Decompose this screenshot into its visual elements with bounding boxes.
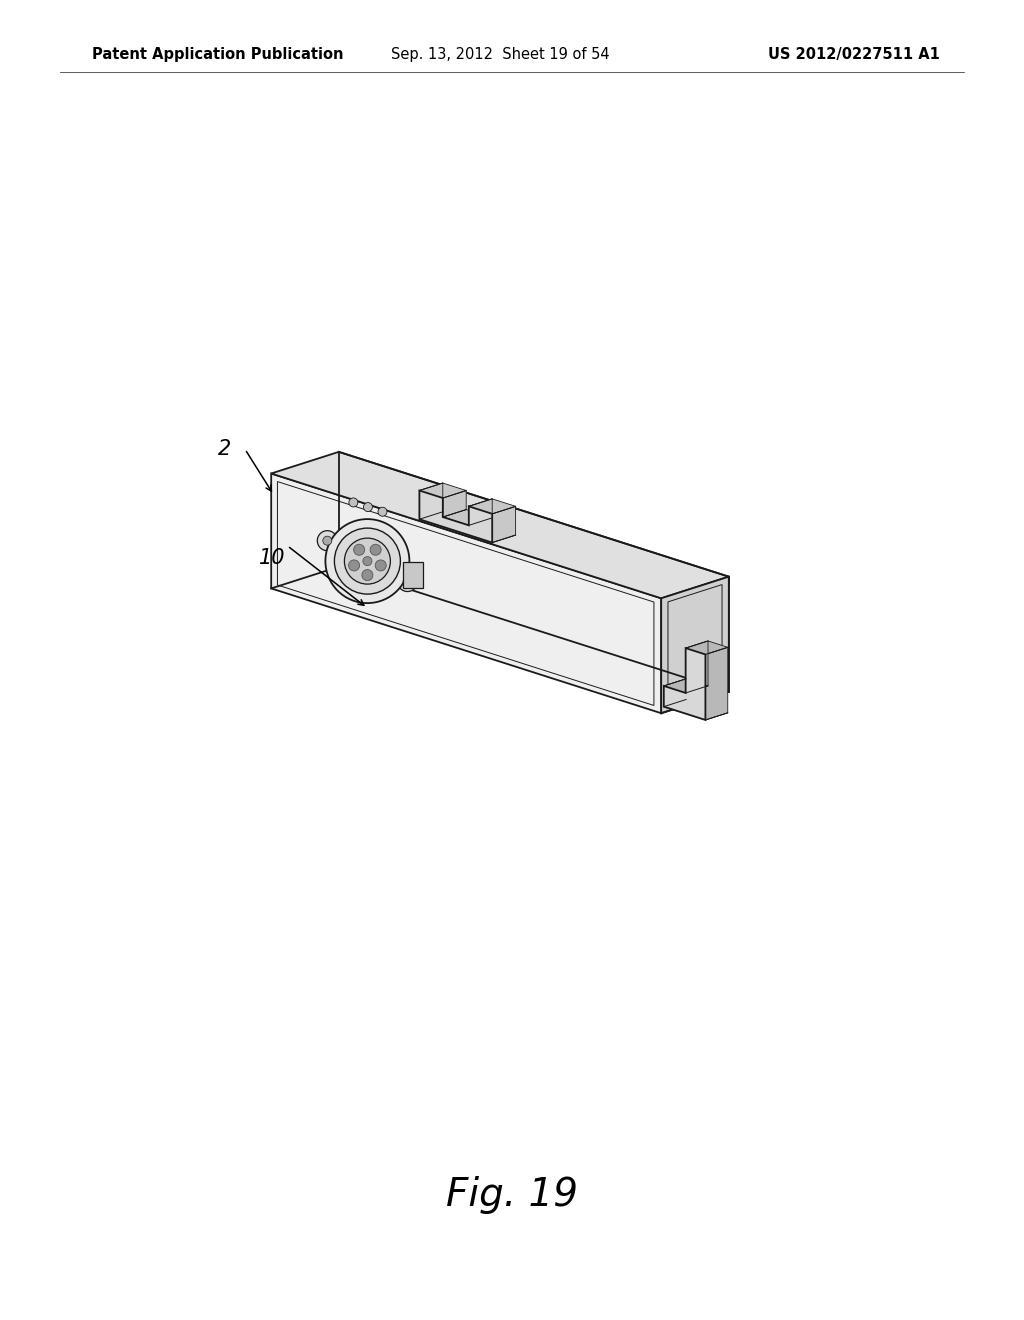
Polygon shape [706,647,728,719]
Polygon shape [469,499,493,525]
Polygon shape [420,483,466,498]
Circle shape [317,531,337,550]
Polygon shape [469,499,516,513]
Circle shape [344,539,390,585]
Circle shape [378,507,387,516]
Circle shape [353,544,365,556]
Text: Patent Application Publication: Patent Application Publication [92,48,343,62]
Polygon shape [420,483,442,519]
Circle shape [403,577,412,586]
Polygon shape [664,700,728,719]
Polygon shape [442,510,493,525]
Polygon shape [271,451,729,598]
Polygon shape [664,678,708,693]
Circle shape [348,560,359,572]
Polygon shape [662,577,729,713]
Text: US 2012/0227511 A1: US 2012/0227511 A1 [768,48,940,62]
Circle shape [335,528,400,594]
Polygon shape [664,648,706,719]
Circle shape [370,544,381,556]
Text: 10: 10 [259,548,286,568]
Circle shape [362,557,372,565]
Polygon shape [271,474,662,713]
Circle shape [361,570,373,581]
Text: 2: 2 [218,440,231,459]
Polygon shape [493,507,516,543]
Polygon shape [420,512,516,543]
Circle shape [375,560,386,572]
Circle shape [397,572,418,591]
Polygon shape [686,642,708,693]
Circle shape [349,498,357,507]
Circle shape [323,536,332,545]
Polygon shape [420,491,493,543]
Polygon shape [442,491,466,517]
Circle shape [326,519,410,603]
Circle shape [364,503,373,512]
Text: Fig. 19: Fig. 19 [446,1176,578,1214]
Bar [402,562,423,587]
Polygon shape [686,642,728,655]
Polygon shape [664,678,686,706]
Text: Sep. 13, 2012  Sheet 19 of 54: Sep. 13, 2012 Sheet 19 of 54 [391,48,609,62]
